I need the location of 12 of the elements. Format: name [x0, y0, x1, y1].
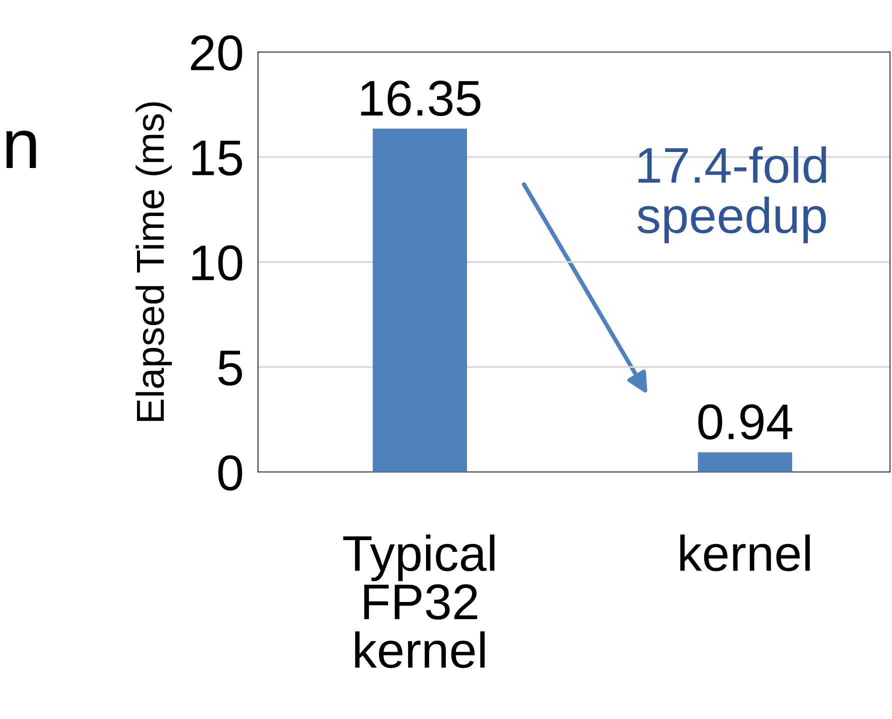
x-tick-label: kernel [680, 534, 810, 572]
text: n [6, 130, 36, 168]
y-tick-label: 20 [191, 35, 242, 71]
data-label: 16.35 [361, 80, 480, 116]
y-tick-label: 5 [218, 350, 242, 386]
x-tick-label: Typical FP32 kernel [343, 534, 494, 668]
data-label: 0.94 [698, 404, 792, 440]
y-tick-label: 10 [192, 245, 242, 281]
y-tick-label: 0 [218, 455, 242, 491]
annotation: 17.4-fold speedup [637, 146, 826, 244]
y-axis-title: Elapsed Time (ms) [136, 102, 172, 421]
y-tick-label: 15 [192, 140, 242, 176]
